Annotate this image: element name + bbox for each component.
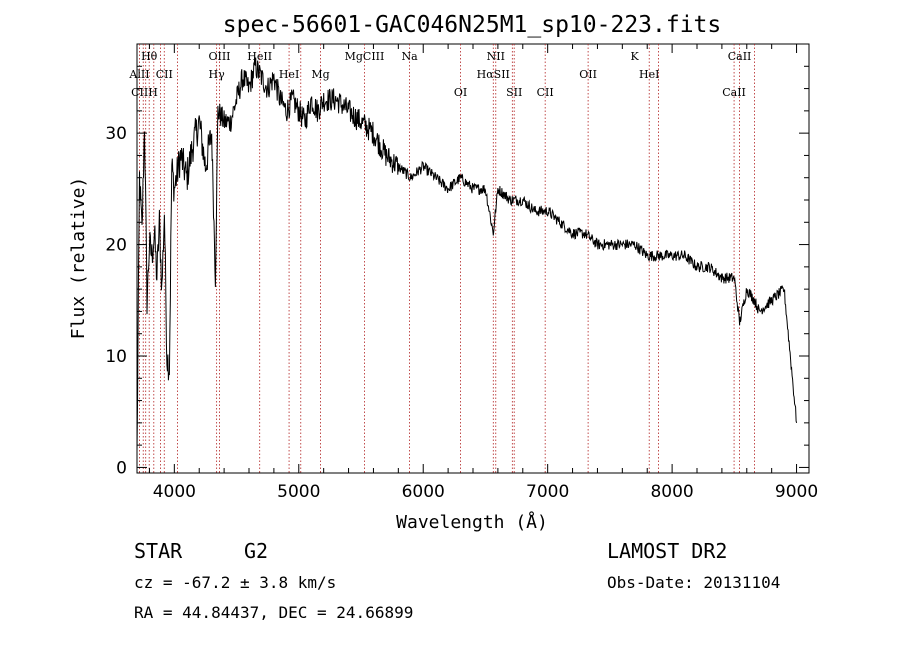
survey-name: LAMOST DR2 bbox=[607, 539, 727, 563]
line-label: MgCIII bbox=[345, 50, 385, 63]
chart-title: spec-56601-GAC046N25M1_sp10-223.fits bbox=[223, 12, 722, 38]
line-label: SII bbox=[506, 86, 522, 99]
line-label: CII bbox=[156, 68, 173, 81]
line-label: Hγ bbox=[209, 68, 226, 81]
spectrum-line-group bbox=[136, 56, 798, 451]
y-tick-label: 20 bbox=[105, 236, 127, 256]
line-label: K bbox=[631, 50, 640, 63]
line-label: HeI bbox=[639, 68, 659, 81]
coords-text: RA = 44.84437, DEC = 24.66899 bbox=[134, 603, 413, 622]
x-tick-label: 8000 bbox=[650, 482, 693, 502]
x-axis-label: Wavelength (Å) bbox=[396, 511, 548, 533]
line-label: Mg bbox=[311, 68, 329, 81]
line-label: CaII bbox=[728, 50, 752, 63]
x-tick-label: 5000 bbox=[277, 482, 320, 502]
y-axis-label: Flux (relative) bbox=[68, 177, 89, 340]
x-tick-label: 6000 bbox=[402, 482, 445, 502]
y-tick-label: 30 bbox=[105, 124, 127, 144]
line-label: OII bbox=[579, 68, 597, 81]
line-label: NII bbox=[487, 50, 505, 63]
line-label: AlII bbox=[128, 68, 149, 81]
y-tick-label: 10 bbox=[105, 347, 127, 367]
object-class: STAR bbox=[134, 539, 183, 563]
x-axis-ticks: 4000 5000 6000 7000 8000 9000 bbox=[148, 44, 818, 502]
line-label: Hθ bbox=[141, 50, 158, 63]
spectrum-line bbox=[136, 56, 798, 451]
x-tick-label: 4000 bbox=[153, 482, 196, 502]
plot-frame bbox=[136, 43, 810, 474]
x-tick-label: 7000 bbox=[526, 482, 569, 502]
line-label: Na bbox=[401, 50, 418, 63]
line-label: OIII bbox=[208, 50, 230, 63]
line-label: CIIH bbox=[131, 86, 158, 99]
object-subclass: G2 bbox=[244, 539, 268, 563]
line-label: OI bbox=[454, 86, 467, 99]
velocity-text: cz = -67.2 ± 3.8 km/s bbox=[134, 573, 336, 592]
line-label: HαSII bbox=[477, 68, 510, 81]
x-tick-label: 9000 bbox=[775, 482, 818, 502]
y-tick-label: 0 bbox=[116, 458, 127, 478]
line-label-group: Hθ OIII HeII MgCIII Na NII K CaII AlII CII Hγ HeI Mg… bbox=[128, 50, 751, 99]
line-label: CaII bbox=[722, 86, 746, 99]
obs-date-text: Obs-Date: 20131104 bbox=[607, 573, 780, 592]
y-axis-ticks: 0 10 20 30 bbox=[105, 65, 809, 478]
line-label: HeII bbox=[247, 50, 272, 63]
line-label: CII bbox=[537, 86, 554, 99]
line-label: HeI bbox=[279, 68, 299, 81]
